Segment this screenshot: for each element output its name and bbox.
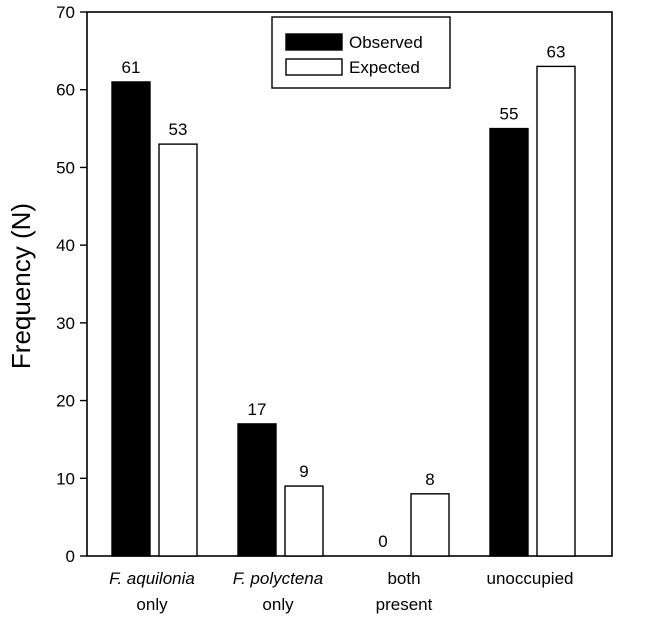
bar-expected (284, 485, 324, 557)
y-tick-label: 40 (56, 236, 75, 255)
bar-observed (489, 127, 529, 557)
data-label: 8 (425, 470, 434, 489)
plot-frame (86, 11, 613, 557)
y-tick-label: 70 (56, 3, 75, 22)
legend-swatch-expected (285, 58, 343, 76)
x-category-label-line2: only (136, 595, 168, 614)
x-category-label: F. aquilonia (109, 569, 195, 588)
y-axis-title: Frequency (N) (6, 203, 36, 369)
bar-observed (111, 81, 151, 557)
legend-label-observed: Observed (349, 33, 423, 52)
y-tick-label: 50 (56, 158, 75, 177)
x-category-label: both (387, 569, 420, 588)
data-label: 9 (299, 462, 308, 481)
data-label: 63 (547, 42, 566, 61)
y-tick-label: 20 (56, 392, 75, 411)
bar-expected (536, 65, 576, 557)
plot-area: 0 10 20 30 40 50 60 70 61 17 0 55 53 9 8 63 F. aquilonia… (56, 3, 613, 614)
x-category-label: F. polyctena (233, 569, 323, 588)
data-label: 17 (248, 400, 267, 419)
data-label: 61 (122, 58, 141, 77)
x-category-label-line2: present (376, 595, 433, 614)
data-label: 55 (500, 105, 519, 124)
data-label: 0 (378, 532, 387, 551)
y-tick-label: 30 (56, 314, 75, 333)
bar-expected (158, 143, 198, 557)
y-tick-label: 10 (56, 469, 75, 488)
bar-observed (237, 423, 277, 557)
legend-swatch-observed (285, 33, 343, 51)
y-tick-label: 0 (66, 547, 75, 566)
bar-expected (410, 493, 450, 557)
legend-label-expected: Expected (349, 58, 420, 77)
legend: Observed Expected (271, 16, 451, 89)
x-category-label-line2: only (262, 595, 294, 614)
legend-box (271, 16, 451, 89)
x-category-label: unoccupied (487, 569, 574, 588)
y-tick-label: 60 (56, 81, 75, 100)
data-label: 53 (169, 120, 188, 139)
